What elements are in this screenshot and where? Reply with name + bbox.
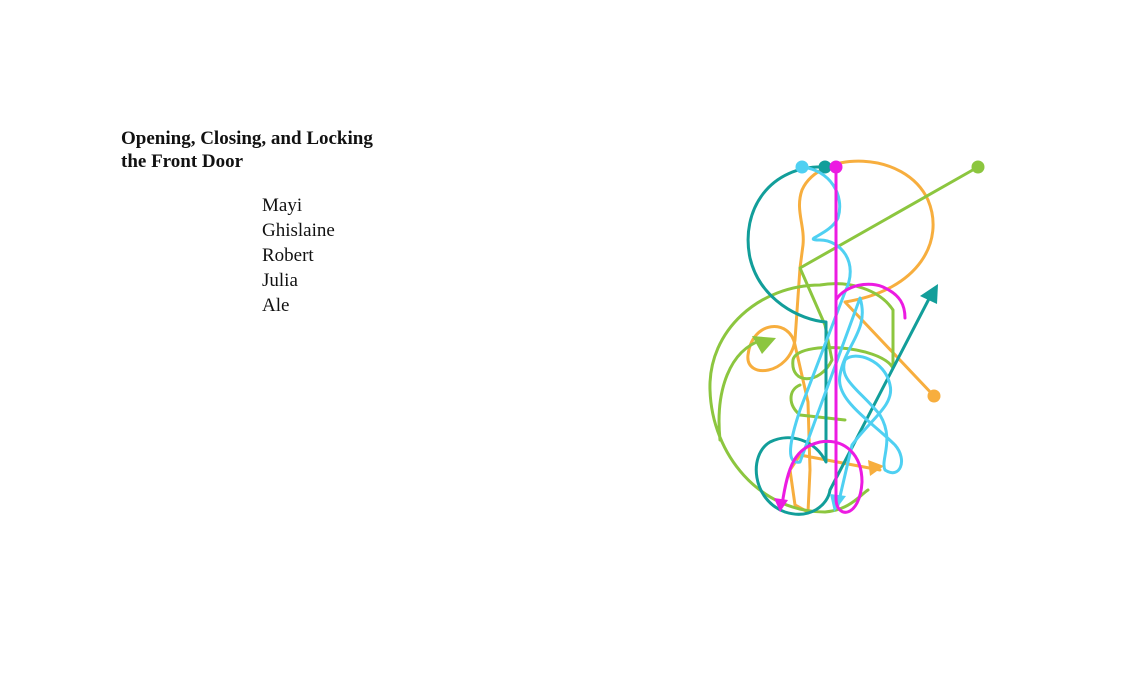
magenta-start-dot <box>829 160 843 174</box>
sky-path <box>789 165 903 507</box>
lime-path <box>708 165 980 514</box>
person-name: Ghislaine <box>262 220 335 241</box>
person-name: Ale <box>262 295 290 316</box>
sky-start-dot <box>795 160 809 174</box>
person-name: Mayi <box>262 195 303 216</box>
magenta-arrowhead <box>774 498 788 512</box>
person-name: Robert <box>262 245 314 266</box>
teal-arrowhead <box>920 284 938 304</box>
movement-paths-diagram <box>708 159 985 516</box>
page-title: Opening, Closing, and Locking the Front … <box>121 127 421 173</box>
page-title-line-1: Opening, Closing, and Locking <box>121 128 373 149</box>
lime-path-group <box>708 160 985 514</box>
sky-arrowhead <box>830 494 846 512</box>
page-title-line-2: the Front Door <box>121 151 244 172</box>
orange-path-group <box>746 159 941 514</box>
orange-arrowhead <box>868 460 884 476</box>
teal-start-dot <box>818 160 832 174</box>
lime-arrowhead <box>752 336 776 354</box>
lime-start-dot <box>971 160 985 174</box>
sky-path-group <box>789 160 903 512</box>
people-list: Mayi Ghislaine Robert Julia Ale <box>262 193 335 318</box>
magenta-path <box>780 165 907 514</box>
orange-start-dot <box>927 389 941 403</box>
magenta-path-group <box>774 160 907 514</box>
person-name: Julia <box>262 270 298 291</box>
teal-path-group <box>746 160 938 516</box>
teal-path <box>746 165 934 516</box>
orange-path <box>746 159 936 514</box>
